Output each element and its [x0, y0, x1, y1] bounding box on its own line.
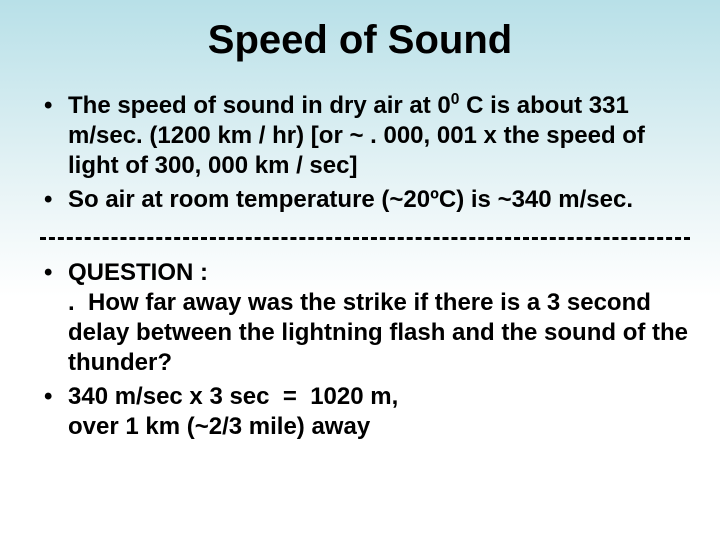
bullet-text: QUESTION :. How far away was the strike …	[68, 259, 688, 376]
bullet-list-1: The speed of sound in dry air at 00 C is…	[40, 91, 690, 215]
slide-title: Speed of Sound	[0, 18, 720, 63]
bullet-item: The speed of sound in dry air at 00 C is…	[40, 91, 690, 181]
bullet-text: The speed of sound in dry air at 00 C is…	[68, 92, 645, 179]
bullet-item: QUESTION :. How far away was the strike …	[40, 258, 690, 378]
slide-content: The speed of sound in dry air at 00 C is…	[0, 91, 720, 442]
bullet-list-2: QUESTION :. How far away was the strike …	[40, 258, 690, 442]
bullet-item: 340 m/sec x 3 sec = 1020 m,over 1 km (~2…	[40, 382, 690, 442]
section-divider	[40, 237, 690, 240]
slide: Speed of Sound The speed of sound in dry…	[0, 0, 720, 540]
bullet-text: So air at room temperature (~20ºC) is ~3…	[68, 186, 633, 213]
bullet-item: So air at room temperature (~20ºC) is ~3…	[40, 185, 690, 215]
bullet-text: 340 m/sec x 3 sec = 1020 m,over 1 km (~2…	[68, 383, 398, 440]
